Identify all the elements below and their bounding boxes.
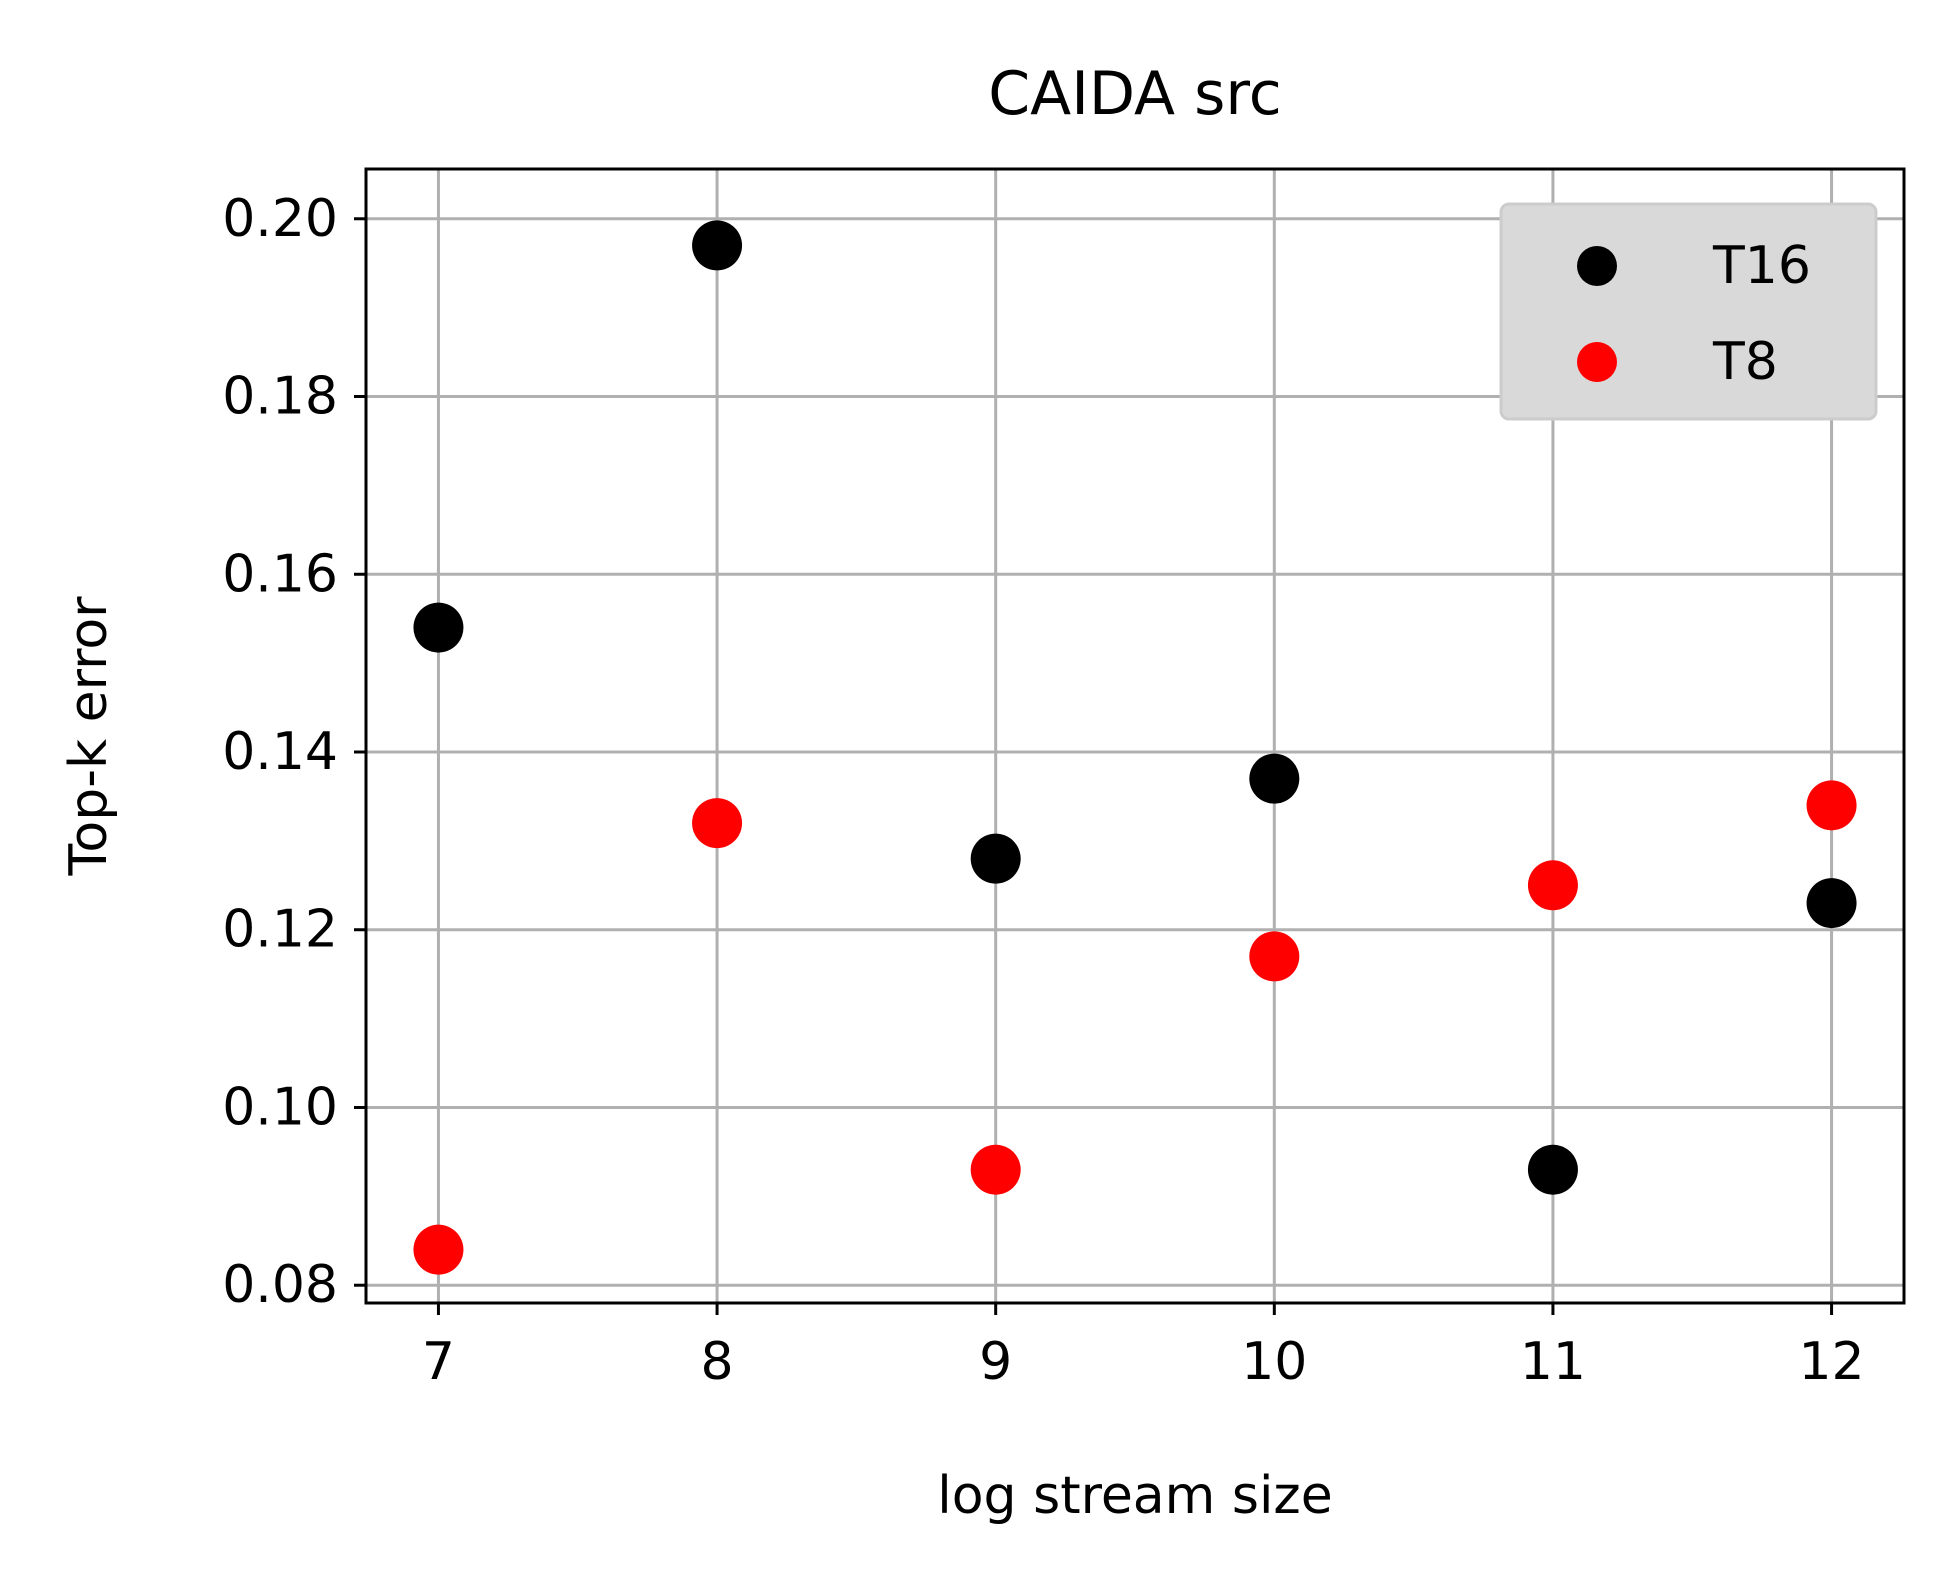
y-tick-label: 0.14 [222,722,338,782]
y-tick-label: 0.20 [222,189,338,249]
x-tick-label: 10 [1241,1332,1307,1392]
grid-lines [366,169,1904,1303]
data-point-t8 [413,1224,464,1275]
data-point-t8 [1806,780,1857,831]
data-point-t16 [1806,878,1857,929]
y-tick-label: 0.12 [222,900,338,960]
data-point-t16 [413,602,464,653]
x-axis-label: log stream size [937,1466,1332,1526]
x-tick-label: 11 [1520,1332,1586,1392]
data-point-t8 [1249,931,1300,982]
x-tick-label: 12 [1798,1332,1864,1392]
series-t16 [413,220,1857,1195]
data-point-t8 [692,798,743,849]
y-axis-label: Top-k error [59,596,119,877]
y-tick-label: 0.10 [222,1077,338,1137]
x-tick-label: 8 [701,1332,734,1392]
data-point-t8 [1527,860,1578,911]
chart-title: CAIDA src [988,59,1282,129]
legend-marker-t8 [1577,342,1617,382]
data-point-t8 [970,1144,1021,1195]
data-point-t16 [1249,753,1300,804]
legend-marker-t16 [1577,246,1617,286]
x-tick-label: 7 [422,1332,455,1392]
data-point-t16 [970,833,1021,884]
y-tick-label: 0.16 [222,544,338,604]
x-tick-label: 9 [979,1332,1012,1392]
axis-ticks: 7 8 9 10 11 12 0.08 0.10 0.12 0.14 0.16 0.18 0.20 [222,189,1864,1392]
data-point-t16 [1527,1144,1578,1195]
legend: T16 T8 [1499,202,1878,421]
legend-label-t8: T8 [1712,332,1778,392]
data-points [413,220,1857,1275]
plot-area-frame [364,167,1906,1305]
series-t8 [413,780,1857,1275]
y-tick-label: 0.18 [222,367,338,427]
y-tick-label: 0.08 [222,1255,338,1315]
legend-box [1499,202,1878,421]
data-point-t16 [692,220,743,271]
legend-label-t16: T16 [1712,236,1811,296]
